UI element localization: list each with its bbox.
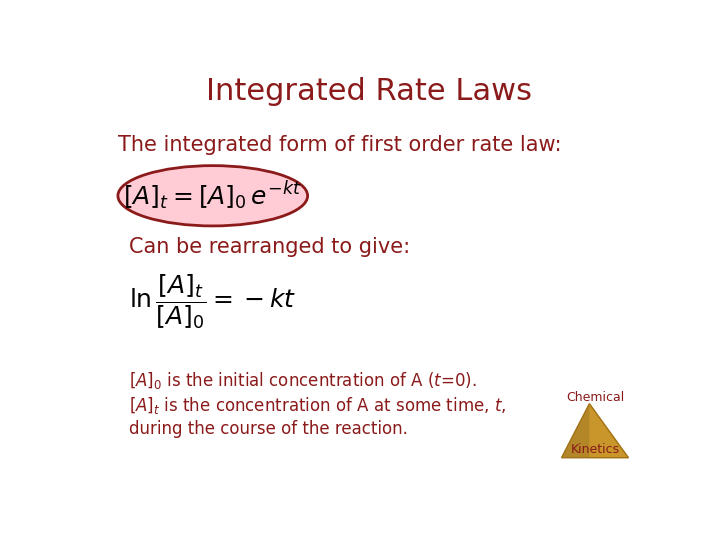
Text: The integrated form of first order rate law:: The integrated form of first order rate … (118, 136, 562, 156)
Ellipse shape (118, 166, 307, 226)
Text: during the course of the reaction.: during the course of the reaction. (129, 420, 408, 438)
Text: $\ln \dfrac{[A]_t}{[A]_0} = -kt$: $\ln \dfrac{[A]_t}{[A]_0} = -kt$ (129, 273, 296, 331)
Text: $[A]_0$ is the initial concentration of A ($t$=0).: $[A]_0$ is the initial concentration of … (129, 370, 477, 392)
Text: Integrated Rate Laws: Integrated Rate Laws (206, 77, 532, 106)
Text: Chemical: Chemical (566, 390, 624, 404)
Text: $[A]_t = [A]_0 \, e^{-kt}$: $[A]_t = [A]_0 \, e^{-kt}$ (123, 179, 302, 212)
Polygon shape (562, 404, 629, 458)
Text: Can be rearranged to give:: Can be rearranged to give: (129, 238, 410, 258)
Polygon shape (562, 404, 590, 458)
Text: Kinetics: Kinetics (570, 443, 619, 456)
Text: $[A]_t$ is the concentration of A at some time, $t$,: $[A]_t$ is the concentration of A at som… (129, 395, 506, 416)
